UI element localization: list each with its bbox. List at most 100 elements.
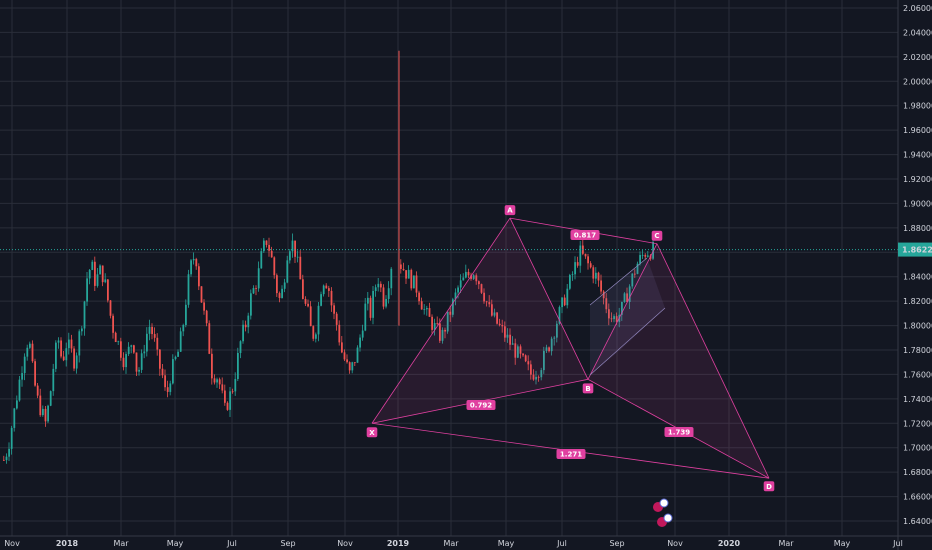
candle-body — [390, 268, 393, 289]
price-tick-label: 1.78000 — [903, 346, 932, 355]
candle-body — [467, 271, 470, 276]
candle-body — [644, 254, 647, 257]
candle-body — [436, 323, 439, 324]
candle-body — [569, 275, 571, 289]
candle-body — [296, 256, 299, 258]
candle-body — [26, 347, 29, 357]
candle-body — [244, 324, 247, 328]
point-label-d-bg — [763, 481, 775, 492]
candle-body — [112, 315, 114, 333]
candle-body — [410, 269, 413, 289]
ratio-label-bd: 1.739 — [668, 429, 690, 437]
candle-body — [561, 297, 563, 308]
candle-body — [203, 302, 205, 311]
price-tick-label: 1.88000 — [903, 224, 932, 233]
candle-body — [179, 331, 182, 352]
candle-body — [195, 259, 198, 267]
candle-body — [385, 298, 387, 307]
candle-body — [514, 343, 517, 358]
candle-body — [400, 264, 402, 269]
ratio-label-xd-bg — [556, 449, 586, 459]
candle-body — [125, 354, 127, 368]
candle-body — [216, 379, 218, 383]
candle-body — [177, 351, 179, 357]
candle-body — [553, 337, 556, 339]
candle-body — [49, 391, 52, 406]
candle-body — [8, 448, 10, 457]
candle-body — [465, 271, 467, 278]
candle-body — [413, 275, 415, 289]
price-axis[interactable]: 2.06000 2.04000 2.02000 2.00000 1.98000 1.960… — [897, 0, 932, 550]
candle-body — [472, 275, 475, 279]
candle-body — [317, 305, 320, 335]
event-badges[interactable]: 33 — [653, 498, 673, 527]
candle-body — [623, 293, 626, 302]
candle-body — [631, 273, 634, 287]
candle-body — [423, 309, 426, 311]
candle-body — [428, 308, 431, 317]
candle-body — [263, 240, 265, 252]
candle-body — [511, 343, 514, 345]
candle-body — [364, 303, 367, 331]
candle-body — [652, 241, 654, 259]
candle-body — [457, 287, 459, 293]
candle-body — [39, 395, 42, 416]
ratio-label-xd: 1.271 — [560, 451, 582, 459]
candle-body — [140, 353, 143, 370]
candle-body — [504, 326, 506, 338]
point-label-d: D — [766, 483, 772, 491]
candle-body — [496, 312, 498, 324]
candle-body — [70, 339, 73, 349]
time-tick-label: May — [834, 539, 851, 548]
time-tick-label: Nov — [4, 539, 20, 548]
channel-bottom — [589, 307, 666, 376]
candle-body — [431, 316, 433, 330]
point-label-a-bg — [504, 205, 516, 216]
candle-body — [42, 408, 44, 416]
candle-body — [320, 294, 322, 306]
time-tick-label: Jul — [556, 539, 567, 548]
candle-body — [470, 275, 472, 279]
candle-body — [57, 340, 60, 343]
time-tick-label: 2018 — [56, 539, 79, 548]
candle-body — [312, 326, 315, 339]
xabcd-pattern[interactable]: 0.817 0.792 1.739 1.271 X A B C D — [366, 205, 775, 492]
time-tick-label: Mar — [443, 539, 459, 548]
candle-body — [16, 400, 18, 409]
candle-body — [304, 298, 307, 304]
candle-body — [226, 402, 229, 410]
candle-body — [29, 343, 31, 348]
candle-body — [333, 305, 335, 314]
candle-body — [369, 297, 372, 318]
candle-body — [83, 301, 86, 329]
ratio-label-ac: 0.817 — [574, 232, 596, 240]
candle-body — [446, 311, 449, 332]
price-tick-label: 1.74000 — [903, 395, 932, 404]
candle-body — [130, 345, 133, 347]
candle-body — [273, 257, 276, 276]
candle-body — [101, 265, 104, 283]
candle-body — [73, 348, 75, 369]
candle-body — [426, 308, 428, 310]
price-tick-label: 1.92000 — [903, 175, 932, 184]
candle-body — [545, 347, 548, 351]
candle-body — [341, 342, 343, 353]
candle-body — [506, 334, 509, 338]
candle-body — [268, 244, 270, 251]
candle-body — [299, 256, 302, 280]
candle-body — [187, 274, 190, 305]
candle-body — [359, 337, 361, 348]
candle-body — [574, 262, 576, 275]
candle-body — [634, 273, 636, 275]
time-axis[interactable]: Nov 2018 Mar May Jul Sep Nov 2019 Mar May Jul Sep No… — [0, 535, 932, 548]
ratio-label-ac-bg — [570, 230, 600, 240]
candle-body — [161, 368, 164, 376]
candle-body — [361, 330, 364, 338]
candle-body — [255, 288, 257, 289]
time-tick-label: Jul — [892, 539, 903, 548]
candle-body — [99, 265, 101, 275]
candle-body — [444, 329, 446, 332]
channel-fill — [590, 258, 665, 375]
candle-body — [452, 299, 454, 315]
